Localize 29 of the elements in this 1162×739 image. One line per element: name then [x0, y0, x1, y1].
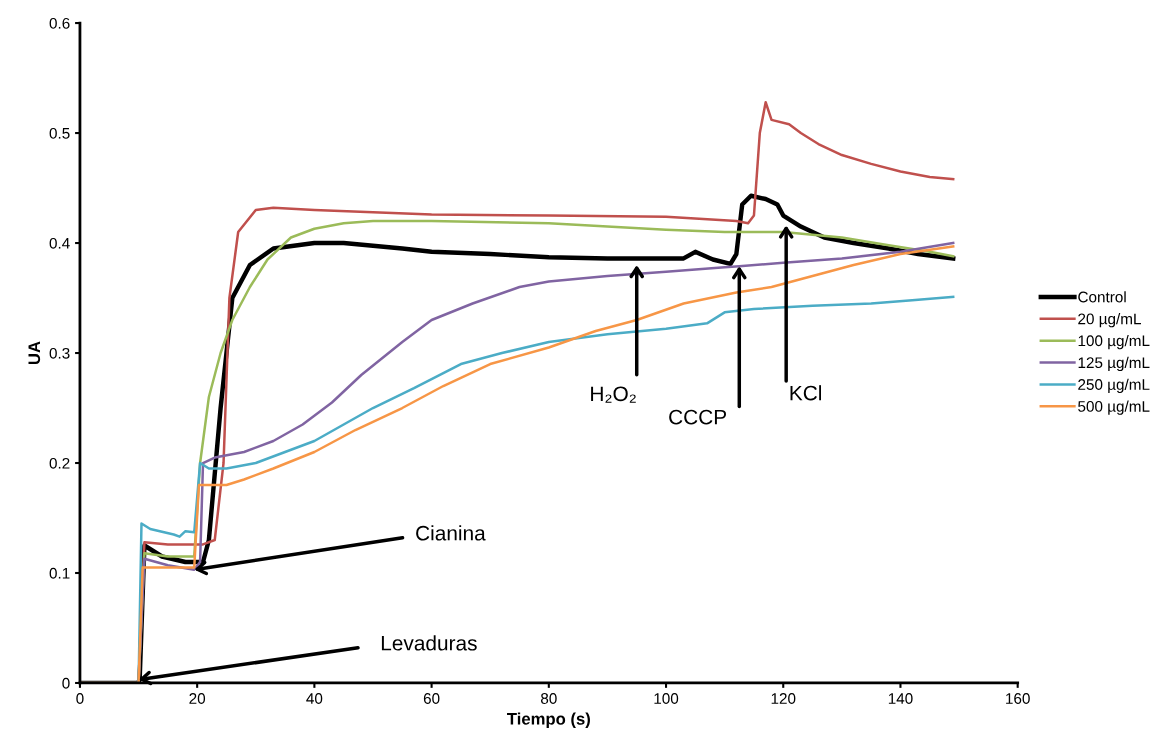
y-tick-label: 0.4: [49, 237, 70, 249]
legend-label: 20 µg/mL: [1078, 313, 1141, 328]
x-tick-label: 120: [771, 693, 796, 704]
x-tick-label: 40: [306, 693, 323, 704]
legend-label: Control: [1078, 291, 1126, 303]
annotation: H₂O₂: [591, 386, 636, 403]
y-tick-label: 0.5: [49, 127, 70, 139]
legend-label: 125 µg/mL: [1078, 356, 1150, 372]
y-axis-title: UA: [28, 341, 41, 365]
x-axis-title: Tiempo (s): [507, 712, 590, 729]
annotation: KCl: [790, 385, 822, 401]
x-tick-label: 60: [423, 693, 440, 704]
legend-label: 250 µg/mL: [1078, 378, 1150, 393]
annotation: CCCP: [669, 409, 727, 425]
y-tick-label: 0: [62, 677, 70, 689]
y-tick-label: 0.1: [49, 567, 70, 579]
y-tick-label: 0.3: [49, 347, 70, 359]
legend-label: 500 µg/mL: [1078, 400, 1150, 415]
x-tick-label: 140: [888, 693, 913, 704]
annotation: Levaduras: [381, 635, 477, 651]
x-tick-label: 100: [654, 693, 679, 704]
y-tick-label: 0.2: [49, 457, 70, 469]
legend-label: 100 µg/mL: [1078, 334, 1150, 350]
annotation: Cianina: [416, 525, 486, 541]
x-tick-label: 160: [1006, 693, 1030, 704]
x-tick-label: 80: [540, 693, 557, 704]
x-tick-label: 20: [189, 693, 206, 704]
y-tick-label: 0.6: [49, 17, 70, 29]
x-tick-label: 0: [76, 693, 84, 704]
